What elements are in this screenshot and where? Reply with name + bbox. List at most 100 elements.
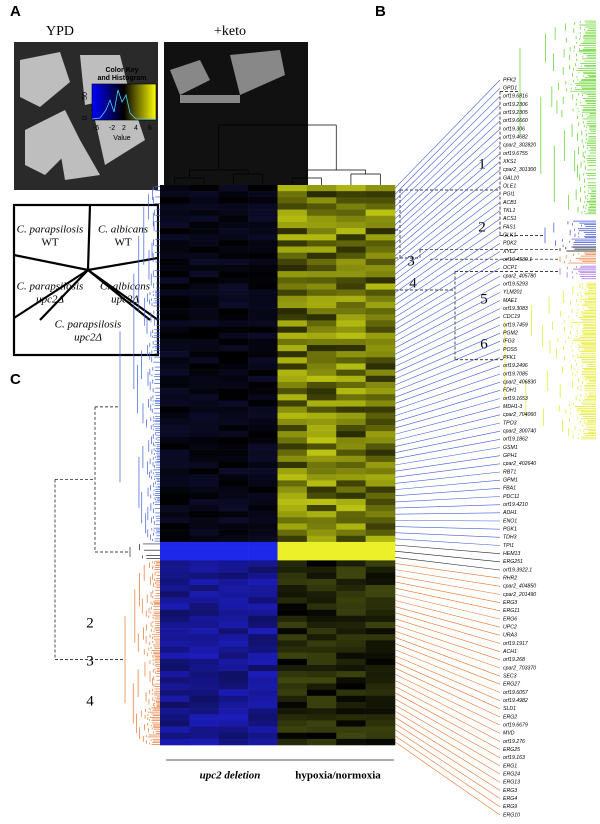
heatmap-cell [336,185,366,192]
heatmap-cell [336,265,366,272]
heatmap-cell [277,511,308,518]
heatmap-cell [189,369,220,377]
heatmap-cell [306,197,337,204]
heatmap-cell [218,326,249,333]
heatmap-cell [277,658,308,666]
heatmap-cell [365,308,396,315]
heatmap-cell [160,714,190,721]
cell-genotype: WT [41,237,58,249]
cell-species: C. albicans [98,224,148,236]
color-key-tick: 4 [134,125,138,132]
heatmap-cell [306,720,337,727]
heatmap-cell [277,209,308,217]
heatmap-cell [336,658,366,666]
heatmap-cell [277,701,308,709]
heatmap-cell [336,597,366,604]
heatmap-cell [189,203,220,210]
heatmap-cell [160,535,190,543]
gene-link [394,488,501,497]
heatmap-cell [365,258,396,266]
heatmap-cell [306,320,337,327]
panel-label: C [10,371,21,388]
heatmap-cell [306,252,337,260]
heatmap-cell [365,406,396,413]
gene-label: PDK2 [503,241,517,247]
heatmap-cell [277,295,308,303]
heatmap-cell [160,191,190,198]
heatmap-cell [277,228,308,235]
heatmap-cell [189,523,220,530]
gene-label: RBT1 [503,469,516,475]
heatmap-cell [365,529,396,537]
heatmap-cell [277,246,308,253]
heatmap-cell [189,572,220,580]
heatmap-cell [277,597,308,604]
heatmap-cell [336,215,366,223]
heatmap-cell [306,203,337,210]
gene-label: orf19.4210 [503,502,528,508]
heatmap-cell [277,394,308,401]
heatmap-cell [365,289,396,297]
heatmap-cell [218,517,249,524]
heatmap-cell [218,314,249,321]
heatmap-cell [336,326,366,333]
heatmap-cell [248,215,278,223]
heatmap-cell [277,634,308,641]
gene-label: RHR2 [503,576,517,582]
heatmap-cell [218,437,249,444]
heatmap-cell [277,425,308,432]
gene-label: ACH1 [502,649,517,655]
heatmap-cell [277,369,308,377]
heatmap-cell [160,566,190,573]
heatmap-cell [218,468,249,475]
heatmap-cell [189,634,220,641]
heatmap-cell [277,308,308,315]
heatmap-cell [189,320,220,327]
gene-link [394,243,501,312]
gene-link [394,218,501,293]
heatmap-cell [218,523,249,530]
heatmap-cell [218,486,249,493]
gene-label: orf19.6660 [503,118,528,124]
heatmap-cell [160,412,190,420]
heatmap-cell [160,609,190,617]
heatmap-cell [160,523,190,530]
heatmap-cell [160,455,190,463]
heatmap-cell [160,320,190,327]
gene-link [394,723,501,791]
heatmap-cell [248,732,278,740]
heatmap-cell [160,738,190,746]
heatmap-cell [277,289,308,297]
heatmap-cell [336,541,366,549]
heatmap-cell [189,683,220,690]
gene-label: orf19.276 [503,739,525,745]
heatmap-cell [306,517,337,524]
gene-link [394,557,501,571]
heatmap-cell [336,505,366,512]
heatmap-cell [336,646,366,653]
gene-label: cpar2_404850 [503,584,536,590]
gene-link [394,234,501,306]
heatmap-cell [336,246,366,253]
heatmap-cell [189,480,220,487]
heatmap-cell [160,252,190,260]
heatmap-cell [336,351,366,358]
heatmap-cell [160,258,190,266]
heatmap-cell [336,277,366,284]
heatmap-cell [365,695,396,703]
heatmap-cell [189,468,220,475]
gene-label: cpar2_300740 [503,429,536,435]
heatmap-cell [248,628,278,635]
heatmap-cell [306,646,337,653]
heatmap-cell [336,621,366,629]
heatmap-cell [365,369,396,377]
gene-link [394,600,501,628]
gene-link [394,538,501,546]
heatmap-cell [277,560,308,567]
heatmap-cell [365,591,396,598]
gene-link [394,661,501,710]
heatmap-cell [336,455,366,463]
gene-link [394,414,501,441]
heatmap-cell [160,228,190,235]
heatmap-cell [189,381,220,389]
